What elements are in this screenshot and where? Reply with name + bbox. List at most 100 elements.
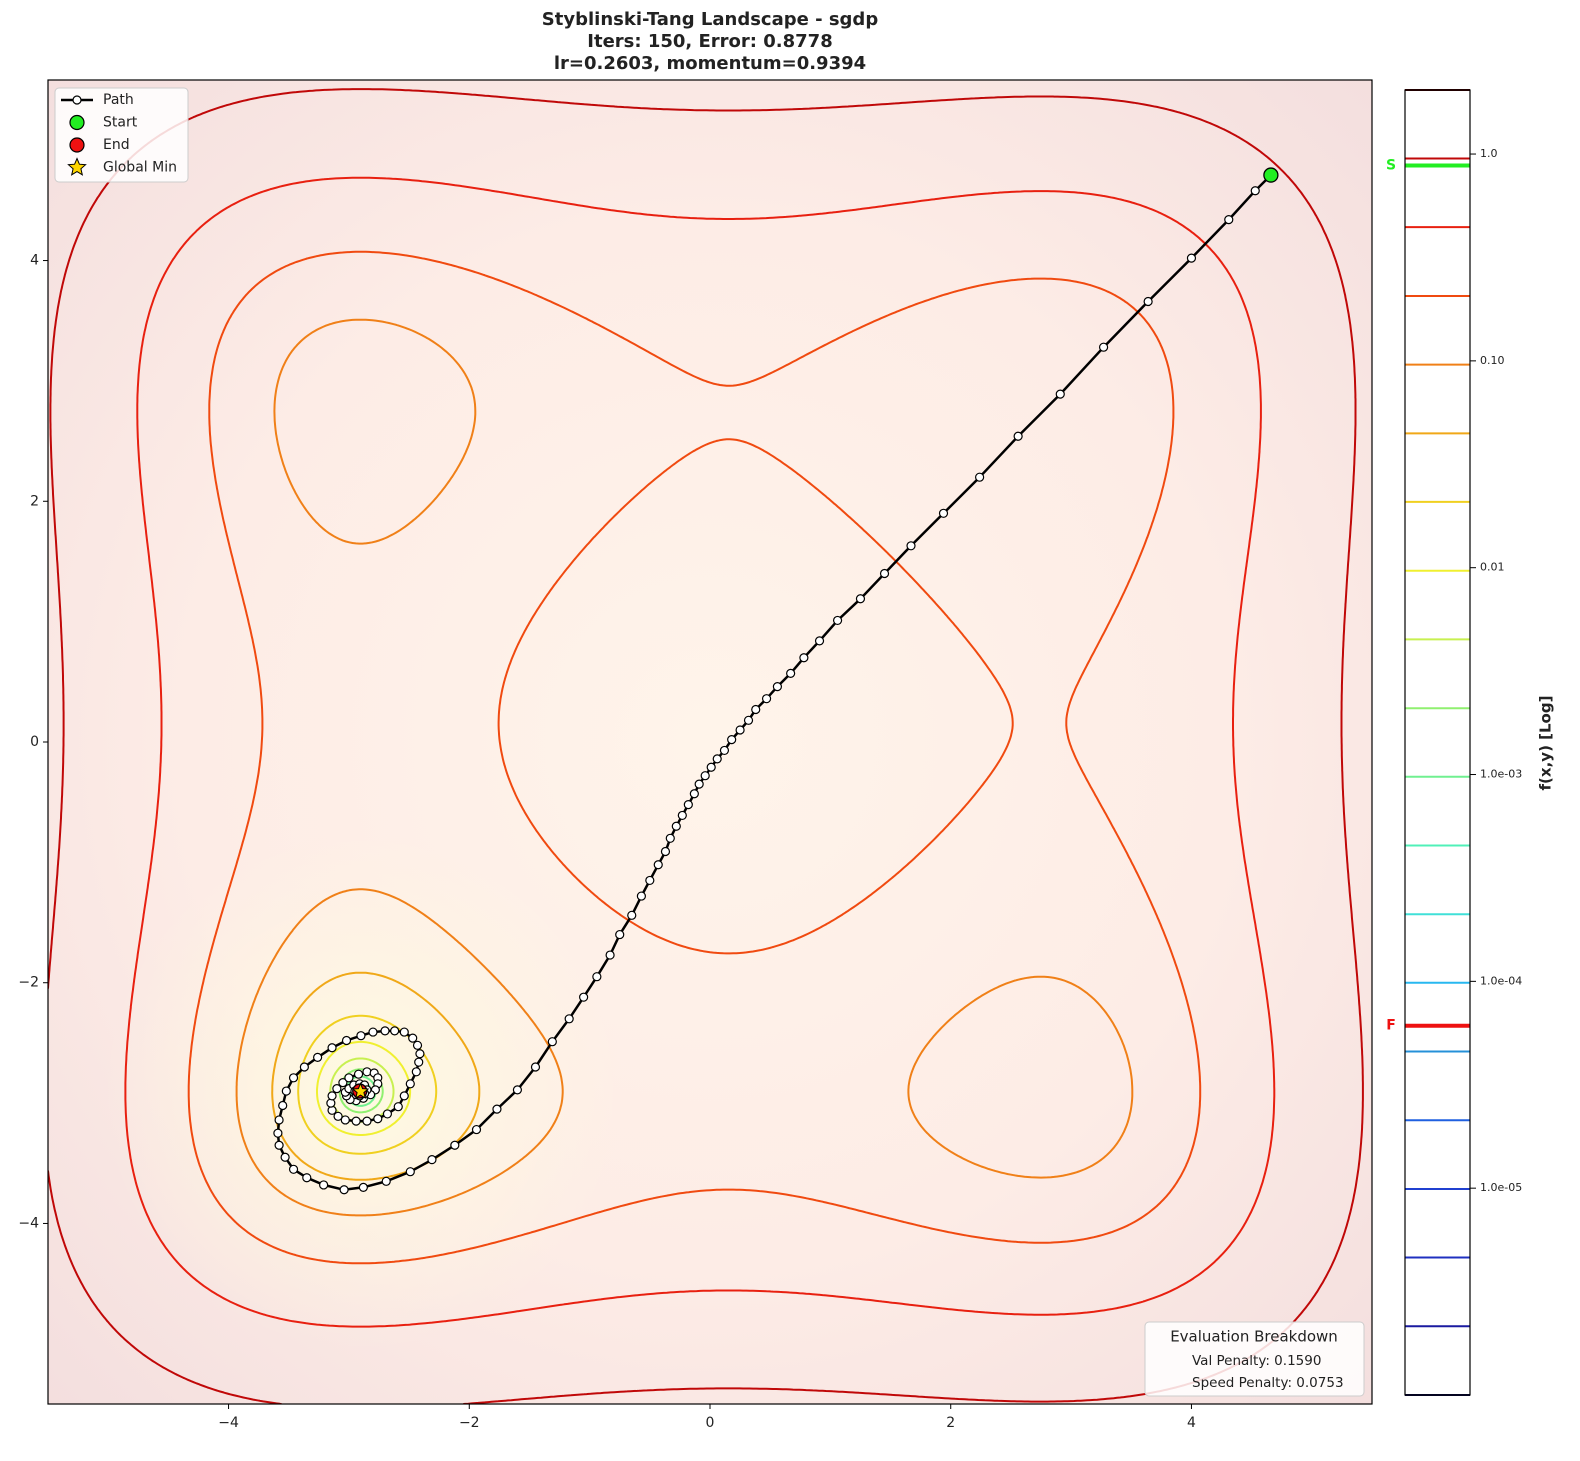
- legend-label: Start: [103, 115, 138, 131]
- path-point: [661, 848, 669, 856]
- colorbar-marker-label: F: [1386, 1018, 1396, 1034]
- path-point: [654, 861, 662, 869]
- path-point: [374, 1115, 382, 1123]
- path-point: [834, 616, 842, 624]
- y-tick-label: 4: [30, 253, 39, 269]
- x-tick-label: −2: [459, 1415, 480, 1431]
- path-point: [666, 834, 674, 842]
- path-point: [713, 755, 721, 763]
- annotation-box: Evaluation Breakdown Val Penalty: 0.1590…: [1145, 1322, 1364, 1396]
- path-point: [400, 1092, 408, 1100]
- path-point: [300, 1063, 308, 1071]
- path-point: [787, 669, 795, 677]
- path-point: [281, 1153, 289, 1161]
- path-point: [816, 637, 824, 645]
- path-point: [414, 1041, 422, 1049]
- colorbar-marker-label: S: [1386, 158, 1396, 174]
- legend-label: End: [103, 137, 130, 153]
- path-point: [328, 1092, 336, 1100]
- path-point: [672, 822, 680, 830]
- path-point: [728, 736, 736, 744]
- path-point: [856, 595, 864, 603]
- x-tick-label: 2: [946, 1415, 955, 1431]
- path-point: [800, 654, 808, 662]
- path-point: [976, 473, 984, 481]
- path-point: [369, 1028, 377, 1036]
- path-point: [363, 1117, 371, 1125]
- path-point: [290, 1074, 298, 1082]
- y-tick-label: 0: [30, 734, 39, 750]
- path-point: [352, 1117, 360, 1125]
- path-point: [279, 1101, 287, 1109]
- path-point: [381, 1027, 389, 1035]
- path-point: [1100, 343, 1108, 351]
- path-point: [383, 1110, 391, 1118]
- path-point: [701, 772, 709, 780]
- path-point: [606, 951, 614, 959]
- path-point: [343, 1037, 351, 1045]
- path-point: [678, 811, 686, 819]
- path-point: [428, 1156, 436, 1164]
- x-tick-label: 0: [706, 1415, 715, 1431]
- path-point: [409, 1034, 417, 1042]
- path-point: [290, 1165, 298, 1173]
- path-point: [406, 1080, 414, 1088]
- path-point: [451, 1141, 459, 1149]
- path-point: [391, 1027, 399, 1035]
- path-point: [1251, 187, 1259, 195]
- path-point: [695, 780, 703, 788]
- path-point: [690, 790, 698, 798]
- path-point: [628, 911, 636, 919]
- annotation-line: Val Penalty: 0.1590: [1192, 1353, 1321, 1369]
- y-tick-label: −2: [18, 975, 39, 991]
- path-point: [415, 1058, 423, 1066]
- path-point: [752, 706, 760, 714]
- path-point: [340, 1186, 348, 1194]
- path-point: [907, 542, 915, 550]
- path-point: [275, 1141, 283, 1149]
- path-point: [1014, 432, 1022, 440]
- legend-swatch: [70, 138, 84, 152]
- path-point: [275, 1116, 283, 1124]
- path-point: [720, 746, 728, 754]
- path-point: [1056, 390, 1064, 398]
- path-point: [416, 1050, 424, 1058]
- path-point: [580, 993, 588, 1001]
- x-tick-label: 4: [1187, 1415, 1196, 1431]
- path-point: [736, 726, 744, 734]
- path-point: [1144, 297, 1152, 305]
- legend-swatch: [70, 116, 84, 130]
- path-point: [359, 1183, 367, 1191]
- path-point: [382, 1177, 390, 1185]
- path-point: [328, 1044, 336, 1052]
- path-point: [345, 1074, 353, 1082]
- colorbar-tick-label: 1.0e-03: [1480, 768, 1522, 781]
- start-marker: [1264, 168, 1278, 182]
- path-point: [493, 1105, 501, 1113]
- colorbar-background: [1405, 90, 1470, 1395]
- path-point: [881, 569, 889, 577]
- legend-swatch: [73, 96, 81, 104]
- path-point: [357, 1032, 365, 1040]
- colorbar-label: f(x,y) [Log]: [1537, 696, 1555, 791]
- path-point: [745, 716, 753, 724]
- path-point: [593, 973, 601, 981]
- colorbar-tick-label: 0.01: [1480, 561, 1505, 574]
- path-point: [548, 1038, 556, 1046]
- y-tick-label: 2: [30, 493, 39, 509]
- chart-subtitle: Iters: 150, Error: 0.8778: [587, 31, 832, 52]
- path-point: [282, 1087, 290, 1095]
- path-point: [637, 892, 645, 900]
- colorbar-tick-label: 1.0e-04: [1480, 974, 1522, 987]
- path-point: [531, 1063, 539, 1071]
- x-tick-label: −4: [218, 1415, 239, 1431]
- path-point: [646, 876, 654, 884]
- annotation-line: Speed Penalty: 0.0753: [1192, 1375, 1344, 1391]
- colorbar-tick-label: 1.0: [1480, 147, 1498, 160]
- colorbar-tick-label: 1.0e-05: [1480, 1181, 1522, 1194]
- path-point: [400, 1028, 408, 1036]
- path-point: [513, 1086, 521, 1094]
- annotation-title: Evaluation Breakdown: [1170, 1328, 1338, 1346]
